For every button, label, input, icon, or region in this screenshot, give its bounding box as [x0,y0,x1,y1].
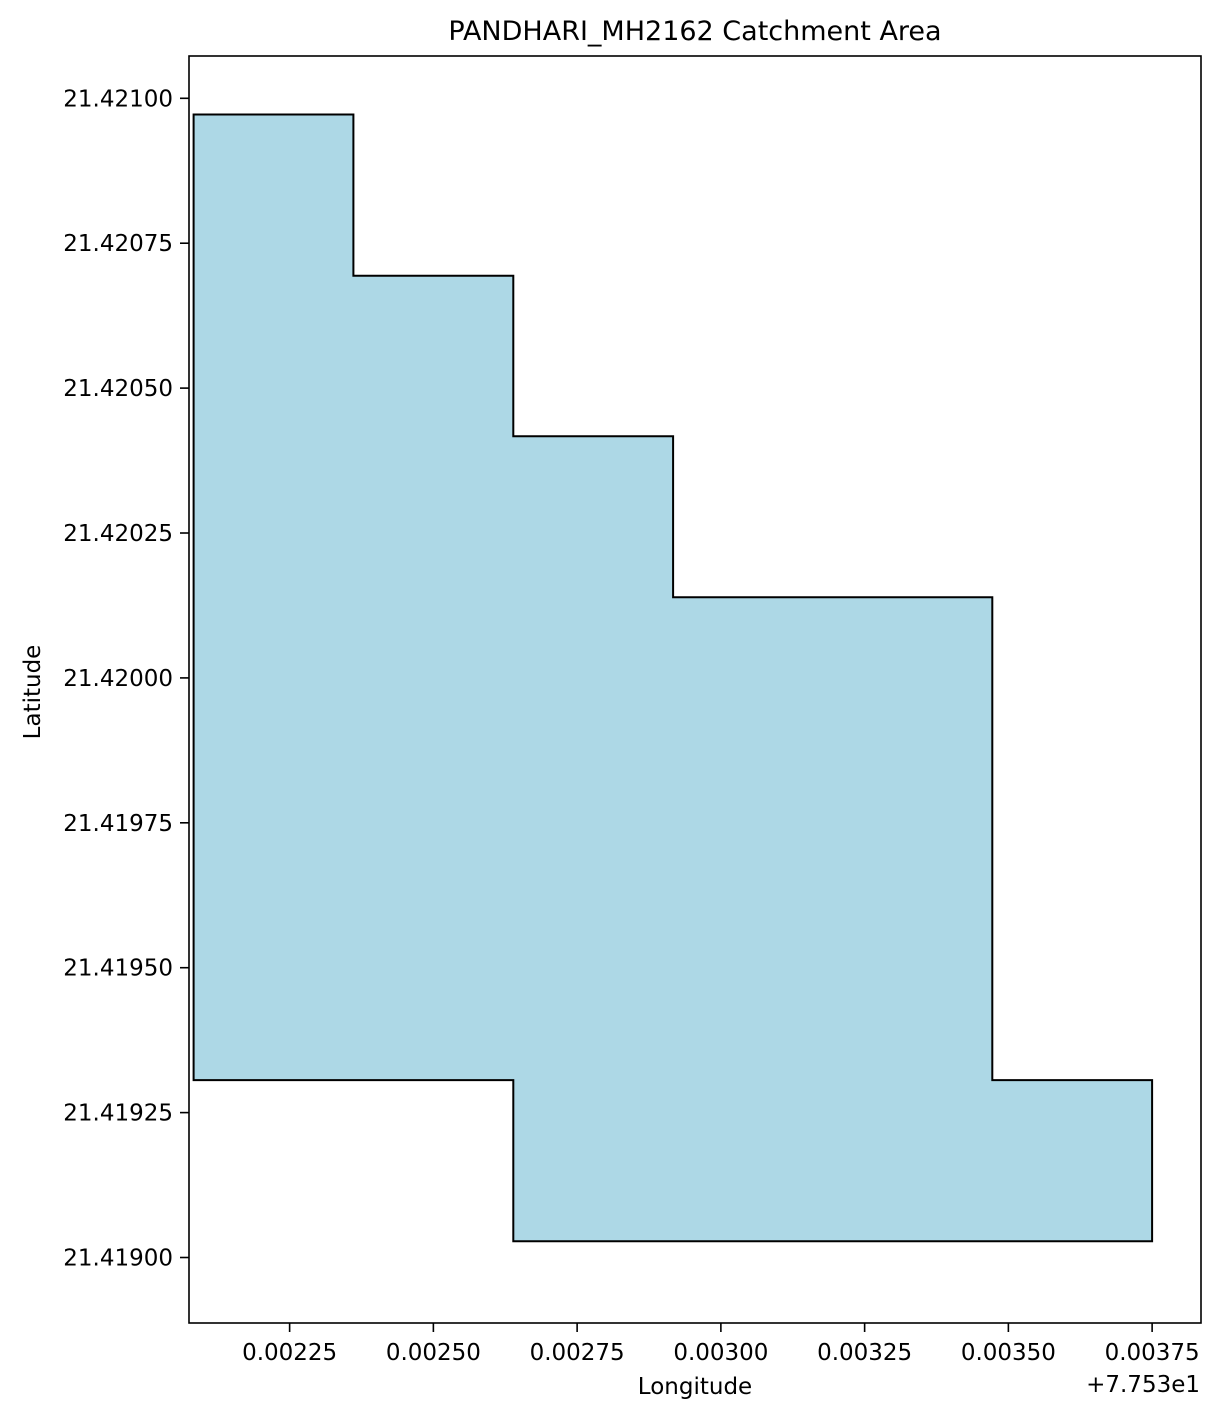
y-tick-label: 21.42100 [63,86,173,112]
x-tick-label: 0.00375 [1105,1340,1200,1366]
y-tick-label: 21.42000 [63,666,173,692]
x-axis: 0.00225 0.00250 0.00275 0.00300 0.00325 0.003… [242,1323,1200,1366]
x-tick-label: 0.00225 [242,1340,337,1366]
y-tick-label: 21.41925 [63,1101,173,1127]
x-axis-title: Longitude [638,1374,752,1400]
y-tick-label: 21.42075 [63,231,173,257]
x-tick-label: 0.00300 [673,1340,768,1366]
y-axis-title: Latitude [20,645,46,740]
chart-title: PANDHARI_MH2162 Catchment Area [448,16,941,47]
x-tick-label: 0.00275 [530,1340,625,1366]
y-axis: 21.42100 21.42075 21.42050 21.42025 21.42000… [63,86,189,1272]
plot-frame [188,55,1202,1324]
x-tick-label: 0.00350 [961,1340,1056,1366]
x-tick-label: 0.00250 [386,1340,481,1366]
y-tick-label: 21.41975 [63,811,173,837]
y-tick-label: 21.42050 [63,376,173,402]
y-tick-label: 21.41900 [63,1246,173,1272]
y-tick-label: 21.41950 [63,956,173,982]
plot-area [192,113,1154,1243]
x-axis-offset: +7.753e1 [1086,1372,1200,1398]
y-tick-label: 21.42025 [63,521,173,547]
x-tick-label: 0.00325 [817,1340,912,1366]
catchment-polygon [192,113,1154,1243]
